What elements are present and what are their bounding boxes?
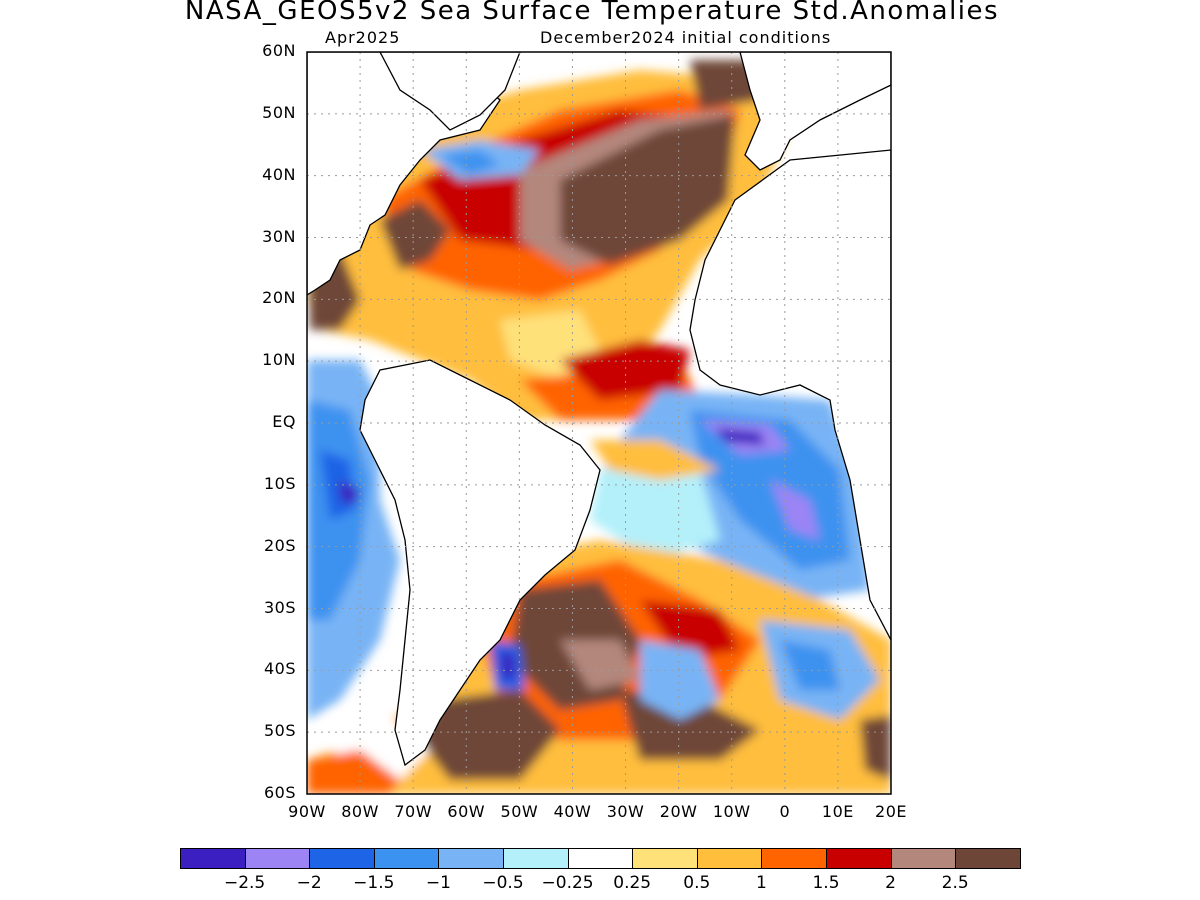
colorbar-swatch (180, 848, 246, 869)
map-gridlines (307, 52, 891, 794)
latitude-tick-label: 60N (262, 41, 296, 60)
colorbar-swatch (696, 848, 763, 869)
colorbar-label: −2.5 (223, 873, 266, 893)
colorbar-label: 1.5 (812, 873, 840, 893)
latitude-tick-label: 50N (262, 102, 296, 122)
longitude-tick-label: 40W (553, 802, 592, 821)
colorbar-swatch (373, 848, 440, 869)
map-title: NASA_GEOS5v2 Sea Surface Temperature Std… (184, 0, 1000, 26)
colorbar-label: 2 (885, 873, 896, 893)
longitude-tick-label: 0 (779, 802, 791, 821)
latitude-tick-label: 10S (263, 473, 296, 493)
longitude-tick-label: 90W (288, 802, 326, 821)
longitude-tick-label: 50W (500, 802, 539, 821)
colorbar-swatch (438, 848, 504, 869)
colorbar-swatch (567, 848, 634, 869)
colorbar-swatch (826, 848, 892, 869)
south-america (359, 359, 601, 767)
colorbar-swatch (503, 848, 569, 869)
colorbar-label: −1.5 (353, 873, 395, 893)
colorbar-label: 2.5 (941, 873, 969, 893)
latitude-tick-label: EQ (272, 412, 296, 431)
colorbar-label: −0.5 (482, 873, 524, 893)
longitude-tick-label: 10E (821, 802, 854, 821)
latitude-tick-label: 30N (262, 226, 296, 246)
forecast-month: Apr2025 (325, 28, 401, 47)
greenland (379, 52, 521, 131)
latitude-tick-label: 50S (263, 721, 296, 741)
colorbar-swatch (890, 848, 957, 869)
land-masses (307, 52, 891, 767)
colorbar-label: −0.25 (541, 873, 594, 893)
colorbar-swatch (632, 848, 698, 869)
africa (689, 149, 891, 641)
latitude-tick-label: 10N (262, 350, 296, 370)
latitude-tick-label: 60S (263, 783, 296, 802)
latitude-tick-label: 20N (262, 288, 296, 308)
colorbar-label: −1 (425, 873, 451, 893)
longitude-tick-label: 10W (712, 802, 751, 821)
colorbar-label: 1 (755, 873, 767, 893)
map-frame (306, 51, 892, 795)
colorbar-swatch (244, 848, 311, 869)
latitude-tick-label: 20S (263, 535, 296, 555)
longitude-tick-label: 80W (341, 802, 379, 821)
longitude-tick-label: 60W (447, 802, 486, 821)
colorbar-label: −2 (296, 873, 322, 893)
latitude-tick-label: 40N (262, 164, 296, 184)
colorbar-swatch (761, 848, 827, 869)
colorbar-label: 0.25 (613, 873, 652, 893)
longitude-tick-label: 20E (875, 802, 907, 821)
longitude-tick-label: 70W (394, 802, 433, 821)
latitude-tick-label: 40S (263, 659, 296, 679)
colorbar-label: 0.5 (683, 873, 711, 893)
initial-conditions: December2024 initial conditions (540, 28, 832, 47)
longitude-tick-label: 20W (659, 802, 698, 821)
latitude-tick-label: 30S (263, 597, 296, 617)
longitude-tick-label: 30W (606, 802, 645, 821)
colorbar-swatch (309, 848, 375, 869)
colorbar-swatch (955, 848, 1021, 869)
